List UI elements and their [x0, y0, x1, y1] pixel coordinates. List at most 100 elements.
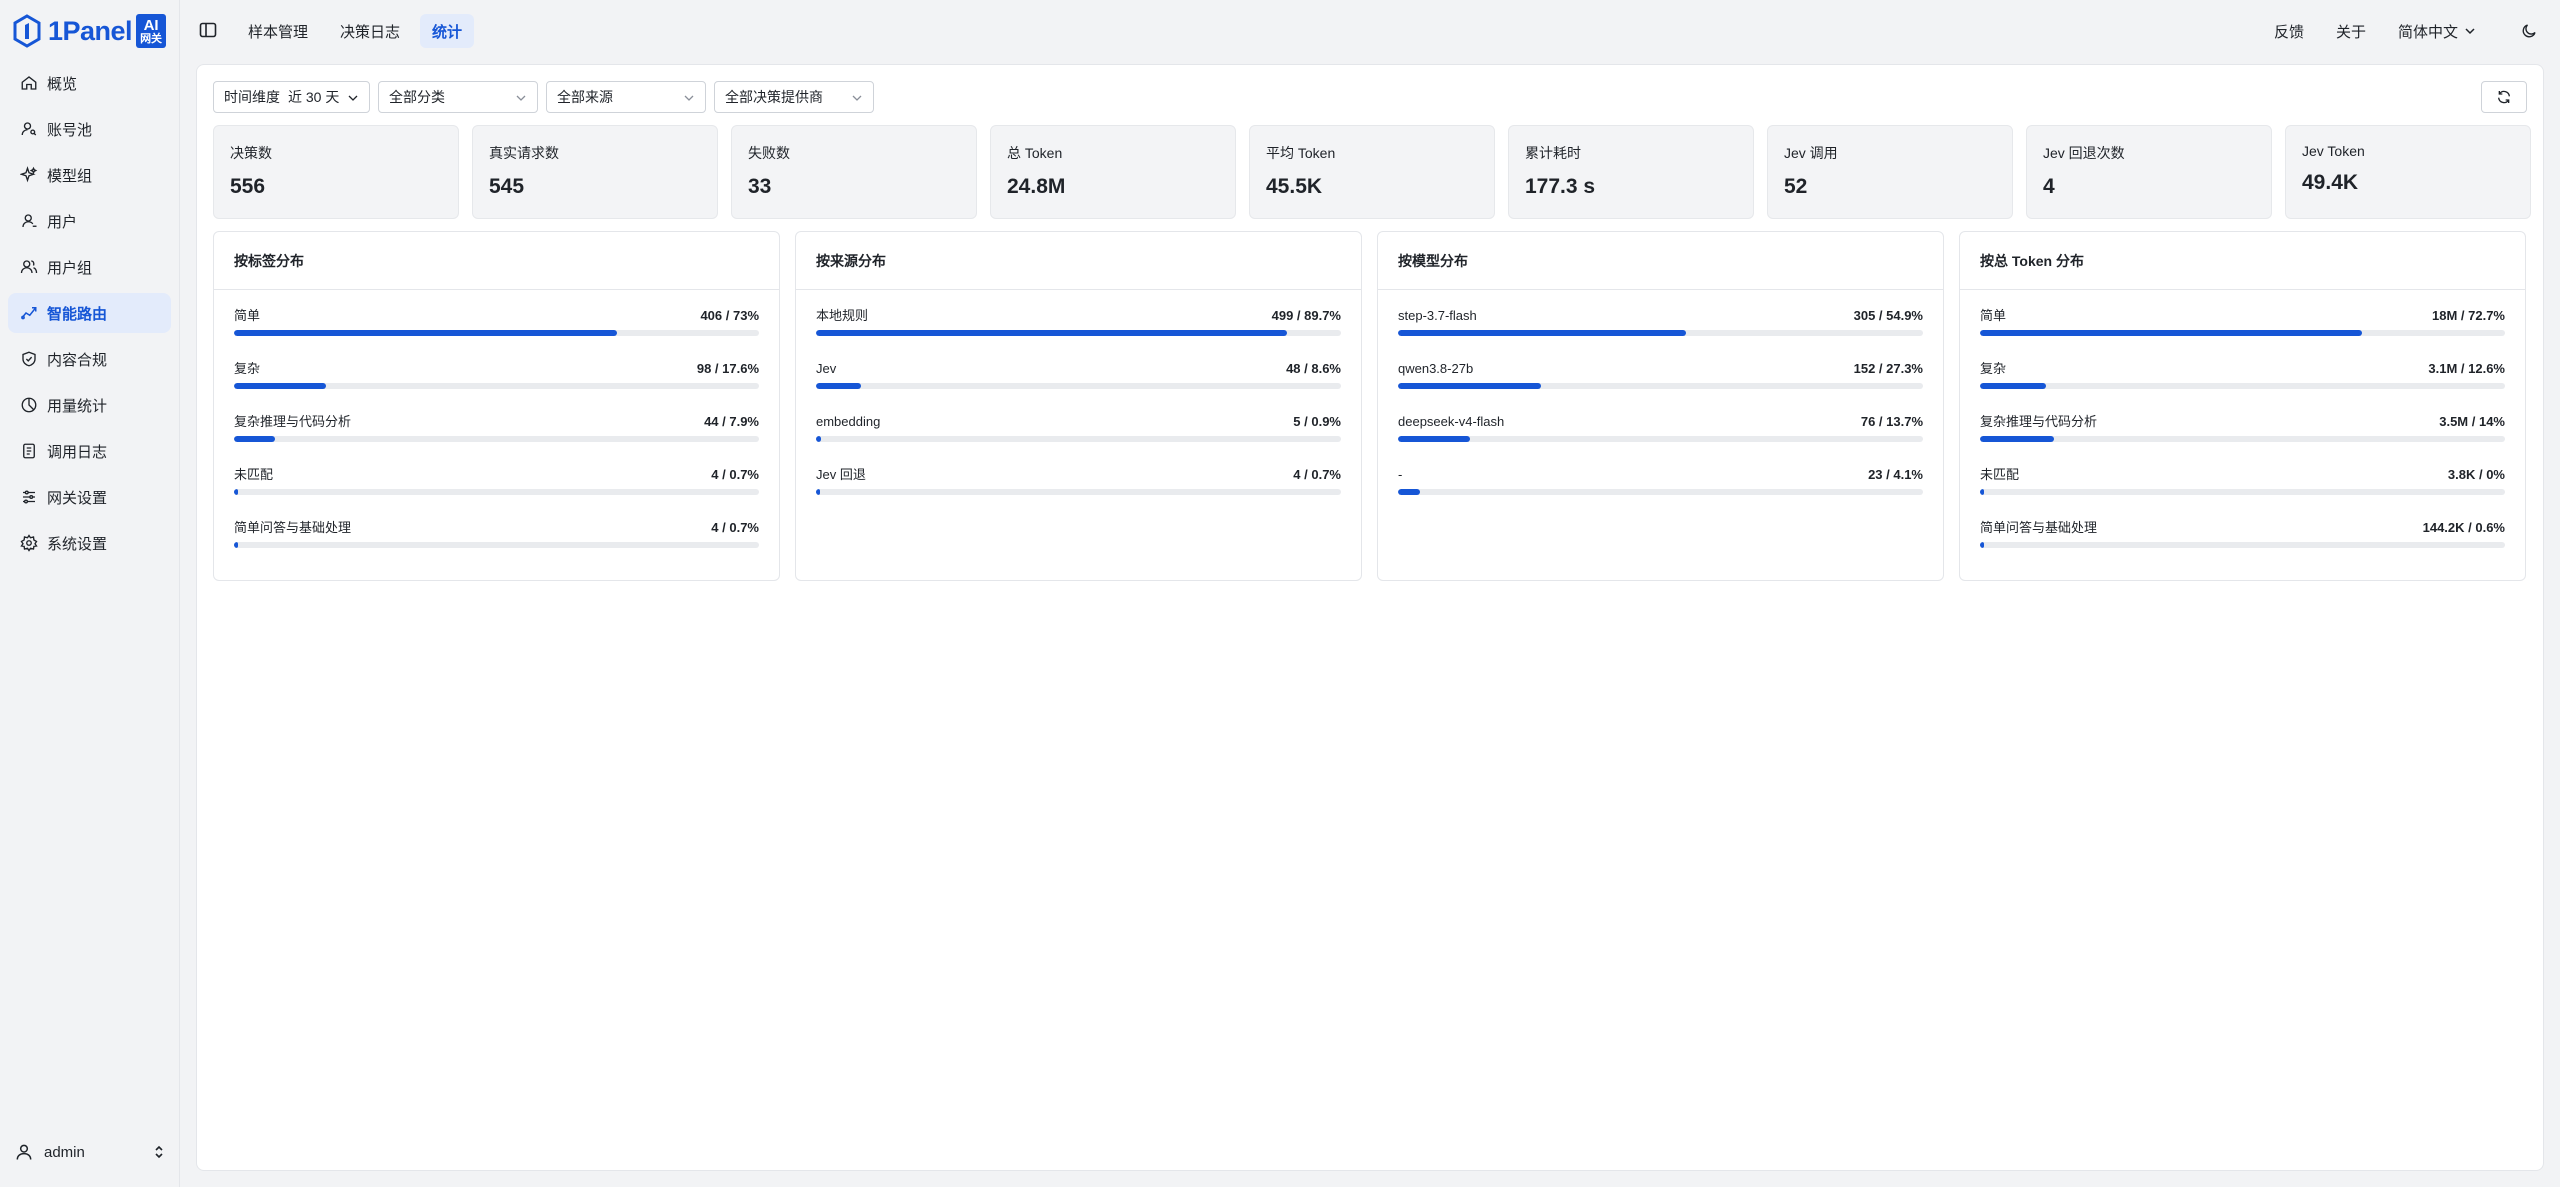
progress-track: [1398, 489, 1923, 495]
distribution-row: 未匹配 3.8K / 0%: [1980, 467, 2505, 520]
progress-track: [816, 330, 1341, 336]
stat-card-real-requests: 真实请求数 545: [472, 125, 718, 219]
progress-track: [234, 383, 759, 389]
refresh-button[interactable]: [2481, 81, 2527, 113]
sidebar-item-user-groups[interactable]: 用户组: [8, 247, 171, 287]
row-label: qwen3.8-27b: [1398, 361, 1474, 376]
distribution-row: 未匹配 4 / 0.7%: [234, 467, 759, 520]
stat-card-jev-token: Jev Token 49.4K: [2285, 125, 2531, 219]
sidebar-item-users[interactable]: 用户: [8, 201, 171, 241]
time-range-select[interactable]: 时间维度 近 30 天: [213, 81, 370, 113]
row-value: 4 / 0.7%: [1293, 467, 1341, 482]
progress-track: [1980, 436, 2505, 442]
distribution-row: 简单 406 / 73%: [234, 308, 759, 361]
stat-title: 决策数: [230, 145, 272, 161]
sliders-icon: [23, 490, 35, 504]
chevron-down-icon: [348, 95, 358, 101]
tab-statistics[interactable]: 统计: [420, 14, 475, 48]
distribution-row: deepseek-v4-flash 76 / 13.7%: [1398, 414, 1923, 467]
progress-fill: [1980, 436, 2054, 442]
row-label: 简单问答与基础处理: [1980, 520, 2098, 535]
row-label: Jev: [816, 361, 837, 376]
source-select[interactable]: 全部来源: [546, 81, 706, 113]
feedback-link[interactable]: 反馈: [2273, 23, 2304, 41]
shield-icon: [22, 351, 36, 367]
tab-sample-management[interactable]: 样本管理: [248, 23, 309, 41]
brand-logo[interactable]: 1Panel AI 网关: [12, 10, 167, 52]
user-name: admin: [44, 1143, 85, 1161]
language-label: 简体中文: [2397, 23, 2458, 41]
sidebar-item-overview[interactable]: 概览: [8, 63, 171, 103]
stat-card-jev-calls: Jev 调用 52: [1767, 125, 2013, 219]
progress-track: [1980, 330, 2505, 336]
sidebar-item-label: 用户: [47, 213, 78, 231]
distribution-row: 本地规则 499 / 89.7%: [816, 308, 1341, 361]
sidebar-nav: 概览 账号池 模型组 用户 用户组 智能路由 内容合规 用量统计: [8, 63, 171, 569]
chevron-down-icon: [852, 95, 862, 101]
route-icon: [21, 307, 37, 320]
sidebar-item-label: 内容合规: [47, 351, 108, 369]
progress-fill: [1398, 383, 1542, 389]
provider-value: 全部决策提供商: [725, 89, 823, 105]
chevron-down-icon: [684, 95, 694, 101]
statistics-panel: 时间维度 近 30 天 全部分类 全部来源 全部决策提供商 决策数 556 真实…: [196, 64, 2544, 1171]
provider-select[interactable]: 全部决策提供商: [714, 81, 874, 113]
filter-bar: 时间维度 近 30 天 全部分类 全部来源 全部决策提供商: [213, 81, 882, 113]
sidebar-item-label: 智能路由: [47, 305, 108, 323]
sidebar-item-label: 调用日志: [47, 443, 108, 461]
progress-track: [816, 489, 1341, 495]
stat-value: 45.5K: [1266, 175, 1323, 198]
users-icon: [20, 260, 38, 274]
stat-card-failures: 失败数 33: [731, 125, 977, 219]
row-label: 复杂推理与代码分析: [1980, 414, 2098, 429]
distribution-panels: 按标签分布 简单 406 / 73% 复杂 98 / 17.6% 复杂推理与代码分析…: [213, 231, 2526, 581]
sidebar-item-system-settings[interactable]: 系统设置: [8, 523, 171, 563]
progress-fill: [1398, 489, 1420, 495]
sidebar-item-gateway-settings[interactable]: 网关设置: [8, 477, 171, 517]
language-select[interactable]: 简体中文: [2398, 21, 2476, 42]
progress-track: [816, 436, 1341, 442]
log-icon: [23, 443, 35, 459]
progress-track: [1398, 436, 1923, 442]
tab-decision-log[interactable]: 决策日志: [340, 23, 401, 41]
stat-title: 总 Token: [1007, 145, 1063, 161]
row-value: 23 / 4.1%: [1868, 467, 1923, 482]
row-label: 简单问答与基础处理: [234, 520, 352, 535]
progress-track: [234, 330, 759, 336]
sidebar-item-call-logs[interactable]: 调用日志: [8, 431, 171, 471]
sidebar-item-usage-stats[interactable]: 用量统计: [8, 385, 171, 425]
stat-card-total-token: 总 Token 24.8M: [990, 125, 1236, 219]
row-label: 复杂推理与代码分析: [234, 414, 352, 429]
row-value: 44 / 7.9%: [704, 414, 759, 429]
progress-fill: [816, 330, 1287, 336]
sidebar-item-model-group[interactable]: 模型组: [8, 155, 171, 195]
sidebar-item-content-compliance[interactable]: 内容合规: [8, 339, 171, 379]
sidebar: 1Panel AI 网关 概览 账号池 模型组 用户 用户组 智能路由: [0, 0, 180, 1187]
chevron-down-icon: [2465, 28, 2475, 35]
avatar-icon: [16, 1144, 32, 1160]
stat-card-decisions: 决策数 556: [213, 125, 459, 219]
sidebar-item-account-pool[interactable]: 账号池: [8, 109, 171, 149]
sparkles-icon: [20, 166, 38, 183]
distribution-row: 复杂 3.1M / 12.6%: [1980, 361, 2505, 414]
row-label: step-3.7-flash: [1398, 308, 1477, 323]
progress-fill: [1980, 330, 2362, 336]
sidebar-toggle-icon[interactable]: [198, 20, 218, 40]
top-bar: 样本管理 决策日志 统计 反馈 关于 简体中文: [180, 0, 2560, 62]
progress-fill: [1980, 489, 1984, 495]
time-range-label: 时间维度: [224, 89, 280, 105]
row-label: 复杂: [234, 361, 261, 376]
distribution-row: 复杂推理与代码分析 3.5M / 14%: [1980, 414, 2505, 467]
dark-mode-icon[interactable]: [2520, 22, 2538, 40]
stat-value: 52: [1784, 175, 1808, 198]
progress-fill: [1398, 436, 1470, 442]
user-menu[interactable]: admin: [14, 1137, 166, 1167]
about-link[interactable]: 关于: [2335, 23, 2366, 41]
row-value: 4 / 0.7%: [711, 520, 759, 535]
progress-fill: [234, 542, 238, 548]
row-label: -: [1398, 467, 1403, 482]
panel-by-source: 按来源分布 本地规则 499 / 89.7% Jev 48 / 8.6% embed…: [795, 231, 1362, 581]
stat-title: 真实请求数: [489, 145, 559, 161]
category-select[interactable]: 全部分类: [378, 81, 538, 113]
sidebar-item-smart-routing[interactable]: 智能路由: [8, 293, 171, 333]
